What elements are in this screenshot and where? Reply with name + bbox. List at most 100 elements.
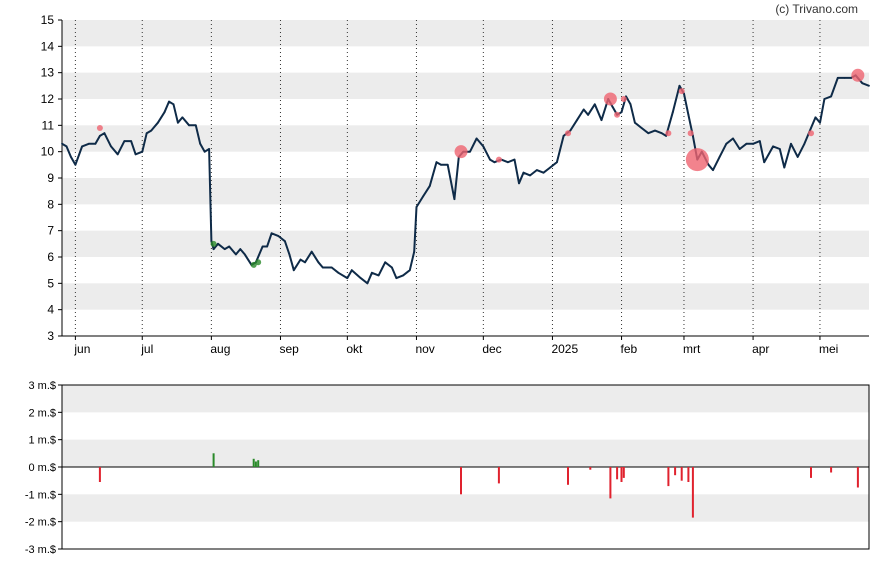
x-tick-label: feb	[621, 342, 638, 356]
price-point	[783, 166, 786, 169]
y-tick-label: 10	[41, 145, 55, 159]
volume-y-tick-label: 1 m.$	[28, 435, 56, 447]
price-point	[587, 113, 589, 116]
trade-marker	[96, 124, 103, 131]
price-point	[582, 108, 585, 111]
price-point	[199, 142, 202, 145]
y-tick-label: 14	[41, 39, 55, 53]
price-point	[163, 111, 166, 114]
volume-bar	[609, 467, 612, 499]
price-point	[94, 142, 97, 145]
price-point	[593, 103, 596, 106]
price-point	[223, 248, 226, 251]
price-point	[123, 140, 126, 143]
trade-marker	[665, 130, 672, 137]
trade-marker	[851, 68, 865, 82]
volume-bar	[212, 453, 215, 467]
volume-y-tick-label: -2 m.$	[25, 517, 56, 529]
price-point	[377, 274, 380, 277]
trade-marker	[565, 130, 572, 137]
trade-marker	[250, 261, 257, 268]
volume-band	[62, 494, 869, 522]
price-point	[81, 145, 83, 148]
price-point	[61, 142, 63, 145]
price-point	[830, 95, 832, 98]
price-point	[440, 163, 442, 166]
trade-marker	[614, 111, 621, 118]
volume-bar	[856, 467, 859, 488]
price-point	[850, 77, 853, 79]
volume-bar	[691, 467, 694, 518]
volume-bar	[98, 467, 101, 482]
volume-bar	[667, 467, 670, 487]
price-point	[861, 82, 864, 85]
price-point	[732, 137, 734, 140]
price-point	[65, 145, 68, 148]
price-point	[243, 253, 246, 256]
trade-marker	[495, 156, 502, 163]
price-point	[74, 163, 77, 166]
volume-bar	[254, 461, 257, 467]
price-point	[647, 132, 650, 135]
x-tick-label: 2025	[551, 342, 578, 356]
volume-bar	[589, 467, 592, 470]
price-point	[157, 121, 159, 124]
price-point	[752, 142, 754, 145]
y-tick-label: 11	[42, 118, 55, 132]
price-point	[707, 163, 710, 166]
price-point	[772, 145, 774, 148]
price-point	[576, 119, 578, 121]
price-point	[549, 166, 552, 169]
volume-bar	[680, 467, 683, 481]
price-point	[671, 111, 674, 114]
price-point	[814, 116, 817, 119]
price-point	[428, 185, 431, 187]
price-point	[446, 163, 449, 166]
volume-band	[62, 439, 869, 467]
price-point	[371, 271, 373, 274]
price-point	[177, 121, 179, 124]
price-point	[172, 103, 175, 106]
price-point	[208, 148, 211, 150]
price-point	[796, 156, 799, 158]
y-tick-label: 4	[47, 303, 54, 317]
price-point	[823, 98, 826, 100]
volume-bar	[252, 458, 255, 467]
price-point	[239, 248, 242, 251]
price-point	[134, 153, 137, 156]
price-point	[763, 161, 766, 164]
price-point	[629, 103, 632, 106]
x-tick-label: nov	[415, 342, 434, 356]
x-tick-label: apr	[752, 342, 769, 356]
price-point	[277, 235, 280, 237]
volume-bar	[567, 467, 569, 485]
price-point	[150, 129, 153, 132]
price-point	[687, 113, 690, 116]
price-point	[819, 121, 821, 124]
price-point	[168, 100, 170, 103]
price-point	[778, 148, 781, 150]
x-tick-label: mrt	[683, 342, 701, 356]
y-tick-label: 13	[41, 66, 55, 80]
price-point	[284, 240, 286, 243]
volume-bar	[674, 467, 677, 476]
price-point	[181, 116, 184, 119]
volume-bar	[830, 467, 833, 473]
price-point	[758, 140, 761, 143]
price-point	[489, 158, 491, 161]
price-point	[292, 269, 295, 272]
price-point	[141, 150, 144, 153]
volume-bar	[257, 460, 260, 467]
price-point	[535, 169, 538, 172]
price-point	[103, 132, 106, 135]
price-point	[654, 129, 656, 132]
price-point	[518, 182, 520, 185]
y-tick-label: 12	[41, 92, 55, 106]
x-tick-label: jun	[73, 342, 90, 356]
price-point	[330, 266, 333, 269]
price-point	[836, 77, 839, 79]
price-point	[493, 161, 496, 164]
volume-bar	[460, 467, 462, 495]
price-point	[660, 132, 663, 135]
price-point	[130, 140, 133, 143]
